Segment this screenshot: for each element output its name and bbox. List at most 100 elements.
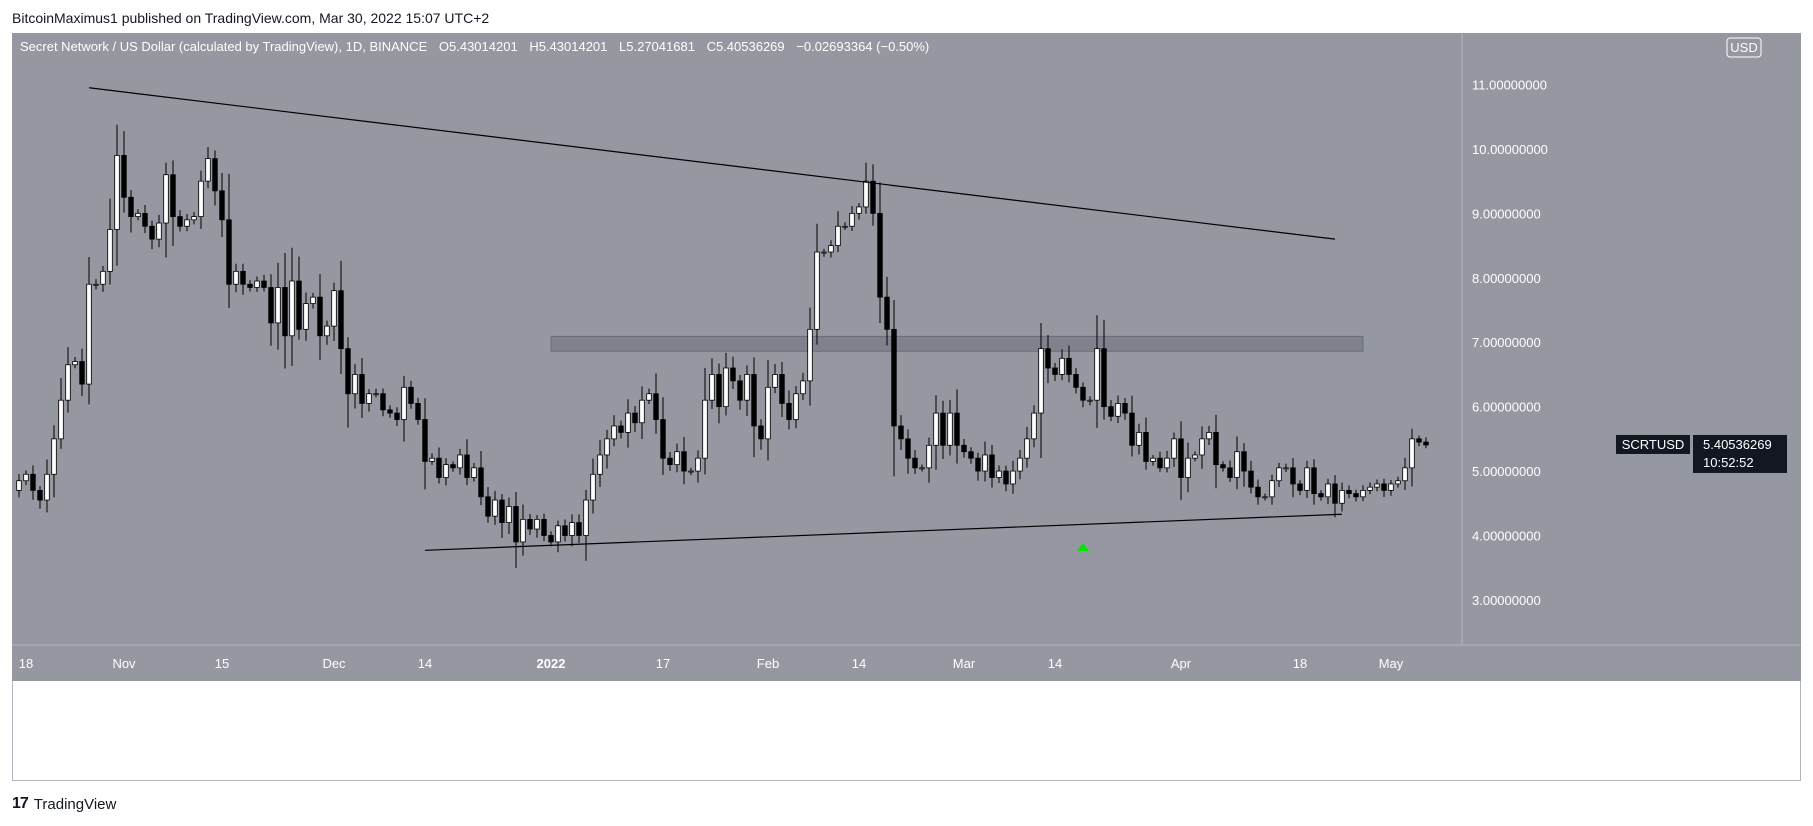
candle-body (506, 506, 512, 524)
candle (1248, 460, 1254, 494)
candle (583, 489, 589, 561)
candle-body (541, 518, 547, 536)
candle (821, 248, 827, 257)
candle-body (793, 393, 799, 420)
candle-body (975, 457, 981, 472)
candle (709, 358, 715, 410)
candle-body (877, 212, 883, 298)
y-tick-label: 7.00000000 (1472, 335, 1541, 350)
candle (1024, 426, 1030, 468)
candle-body (1150, 457, 1156, 462)
candle-body (730, 367, 736, 382)
candle (800, 372, 806, 401)
candle-body (1367, 486, 1373, 491)
candle (268, 274, 274, 346)
candle-body (240, 270, 246, 285)
candle (884, 276, 890, 346)
candle (58, 377, 64, 449)
candle (1388, 480, 1394, 496)
candle (597, 439, 603, 487)
candle (1367, 482, 1373, 495)
candle (1318, 490, 1324, 501)
candle-body (1402, 467, 1408, 482)
candle-body (1045, 348, 1051, 369)
candle (1423, 437, 1429, 449)
candle (569, 514, 575, 547)
candle-body (492, 499, 498, 517)
candle-body (1311, 467, 1317, 495)
candle (254, 276, 260, 292)
candle-body (282, 287, 288, 337)
candle-body (1213, 432, 1219, 466)
candle-body (44, 473, 50, 501)
candle (387, 405, 393, 418)
candle-body (443, 464, 449, 478)
candle-body (1066, 357, 1072, 375)
candle-body (1304, 467, 1310, 491)
candle-body (1185, 457, 1191, 478)
candle (905, 429, 911, 474)
candle-body (667, 457, 673, 466)
candle-body (653, 393, 659, 420)
time-axis[interactable] (12, 645, 1462, 681)
candle (240, 263, 246, 295)
candle (373, 388, 379, 398)
candle-body (163, 174, 169, 224)
candle-body (835, 225, 841, 246)
price-axis[interactable] (1462, 33, 1801, 645)
candle (765, 360, 771, 461)
x-tick-label: Apr (1171, 656, 1192, 671)
candle-body (954, 412, 960, 446)
price-tag-countdown: 10:52:52 (1703, 455, 1754, 470)
candle (93, 279, 99, 290)
candle-body (352, 374, 358, 395)
currency-button[interactable]: USD (1726, 37, 1762, 58)
resistance-zone (550, 335, 1364, 352)
candle (912, 449, 918, 475)
candle (170, 160, 176, 246)
candle (695, 450, 701, 483)
candle (16, 474, 22, 498)
candle (1010, 460, 1016, 494)
candle (1325, 478, 1331, 505)
candle-body (100, 270, 106, 285)
candle-body (219, 190, 225, 221)
candle-body (1073, 374, 1079, 388)
candle (149, 220, 155, 250)
candle (1402, 457, 1408, 491)
candle (730, 356, 736, 390)
legend-low-label: L (619, 39, 626, 54)
candle-body (562, 525, 568, 536)
price-chart[interactable]: 11.00000000 10.00000000 9.00000000 8.000000… (12, 33, 1801, 781)
candle-body (394, 412, 400, 420)
candle (86, 257, 92, 405)
candle (1381, 478, 1387, 497)
candle-body (779, 374, 785, 404)
candle (492, 490, 498, 525)
candle (1017, 449, 1023, 480)
candle-body (429, 457, 435, 462)
candle (142, 204, 148, 234)
legend-open-value: 5.43014201 (449, 39, 518, 54)
candle (1171, 432, 1177, 467)
candle (674, 443, 680, 473)
candle-body (121, 155, 127, 198)
candle (814, 223, 820, 345)
candle-body (1325, 483, 1331, 498)
candle-body (968, 451, 974, 459)
candle-body (408, 386, 414, 404)
candle (541, 513, 547, 542)
candle (135, 209, 141, 221)
candle (408, 380, 414, 409)
tradingview-logo[interactable]: 17 TradingView (12, 795, 116, 813)
resistance-zone-layer (550, 335, 1364, 352)
y-tick-label: 10.00000000 (1472, 142, 1548, 157)
candle (772, 364, 778, 394)
candle-body (331, 290, 337, 327)
candle-body (1017, 457, 1023, 472)
candle-body (674, 451, 680, 466)
candle-body (142, 212, 148, 227)
candle-body (1283, 467, 1289, 470)
candle-body (1038, 348, 1044, 414)
last-price-tag[interactable]: SCRTUSD 5.40536269 10:52:52 (1616, 434, 1787, 473)
